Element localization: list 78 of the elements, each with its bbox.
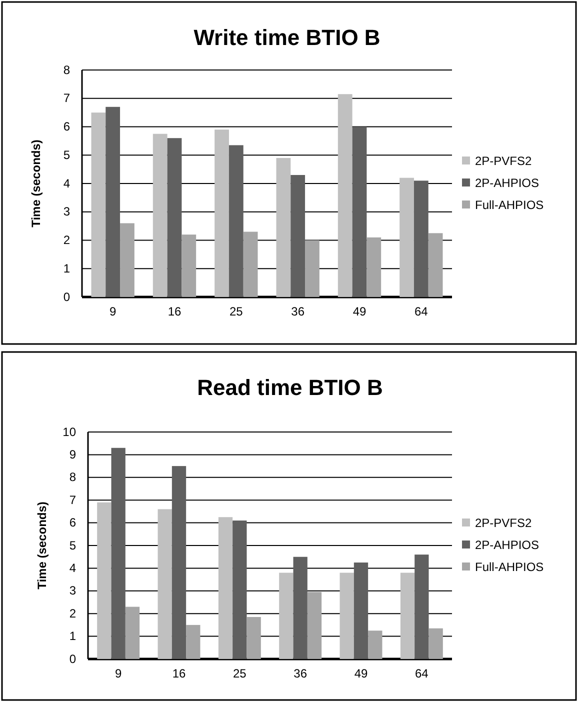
- chart-title: Write time BTIO B: [194, 25, 380, 50]
- bar: [307, 592, 322, 659]
- y-tick-label: 4: [63, 176, 70, 190]
- bar: [428, 628, 443, 659]
- bar: [111, 448, 126, 659]
- bar: [120, 223, 134, 297]
- y-tick-label: 1: [69, 629, 76, 644]
- legend-label: 2P-AHPIOS: [475, 176, 540, 190]
- x-tick-label: 64: [414, 304, 428, 319]
- y-tick-label: 3: [69, 584, 76, 598]
- x-tick-label: 16: [172, 666, 186, 681]
- x-tick-label: 25: [232, 666, 247, 681]
- bar: [338, 94, 352, 297]
- y-tick-label: 3: [63, 204, 70, 219]
- y-axis-title: Time (seconds): [29, 140, 43, 228]
- y-tick-label: 8: [69, 470, 76, 484]
- legend-label: Full-AHPIOS: [475, 198, 544, 212]
- bar: [400, 178, 414, 297]
- y-tick-label: 5: [69, 538, 76, 552]
- bar: [414, 180, 428, 297]
- x-tick-label: 49: [354, 666, 368, 681]
- y-tick-label: 10: [62, 424, 76, 439]
- x-tick-label: 9: [109, 304, 116, 319]
- bar: [352, 126, 367, 297]
- y-tick-label: 8: [63, 62, 70, 77]
- legend-label: 2P-PVFS2: [475, 154, 532, 168]
- legend-label: 2P-AHPIOS: [475, 538, 540, 552]
- y-tick-label: 2: [69, 606, 76, 620]
- bar: [366, 237, 382, 297]
- y-tick-label: 0: [69, 652, 76, 666]
- bar: [276, 158, 291, 297]
- y-tick-label: 1: [63, 261, 70, 276]
- y-tick-label: 7: [69, 492, 76, 507]
- bar: [214, 130, 229, 297]
- bar: [167, 138, 182, 297]
- bar: [172, 466, 186, 659]
- bar: [354, 562, 368, 659]
- legend-label: Full-AHPIOS: [475, 560, 544, 574]
- chart-title: Read time BTIO B: [197, 375, 383, 400]
- x-tick-label: 16: [168, 304, 182, 319]
- bar: [182, 234, 196, 297]
- bar: [186, 624, 200, 659]
- y-tick-label: 6: [69, 516, 76, 530]
- y-tick-label: 6: [63, 120, 70, 134]
- bar: [243, 232, 258, 297]
- bar: [97, 502, 112, 659]
- x-tick-label: 64: [414, 666, 429, 681]
- bar: [279, 572, 294, 659]
- bar: [232, 520, 247, 659]
- x-tick-label: 49: [352, 304, 366, 319]
- y-tick-label: 7: [63, 91, 70, 106]
- bar: [340, 572, 354, 659]
- bar: [400, 572, 415, 659]
- bar: [158, 509, 172, 659]
- bar: [152, 134, 168, 297]
- bar: [246, 617, 261, 659]
- bar: [125, 606, 140, 659]
- y-tick-label: 2: [63, 233, 70, 248]
- bar: [368, 630, 382, 659]
- x-tick-label: 9: [114, 666, 122, 681]
- y-tick-label: 9: [69, 448, 76, 462]
- y-tick-label: 5: [63, 148, 70, 162]
- bar: [91, 112, 106, 297]
- bar: [290, 174, 306, 297]
- bar: [414, 554, 429, 659]
- x-tick-label: 36: [291, 304, 305, 319]
- bar: [305, 240, 320, 297]
- bar: [228, 145, 244, 297]
- legend-label: 2P-PVFS2: [475, 516, 532, 530]
- y-axis-title: Time (seconds): [35, 502, 49, 590]
- bar: [428, 233, 443, 297]
- x-tick-label: 25: [229, 304, 244, 319]
- bar: [293, 556, 308, 659]
- bar: [218, 517, 233, 659]
- x-tick-label: 36: [294, 666, 308, 681]
- bar: [106, 106, 120, 297]
- y-tick-label: 4: [69, 561, 76, 576]
- y-tick-label: 0: [63, 290, 70, 304]
